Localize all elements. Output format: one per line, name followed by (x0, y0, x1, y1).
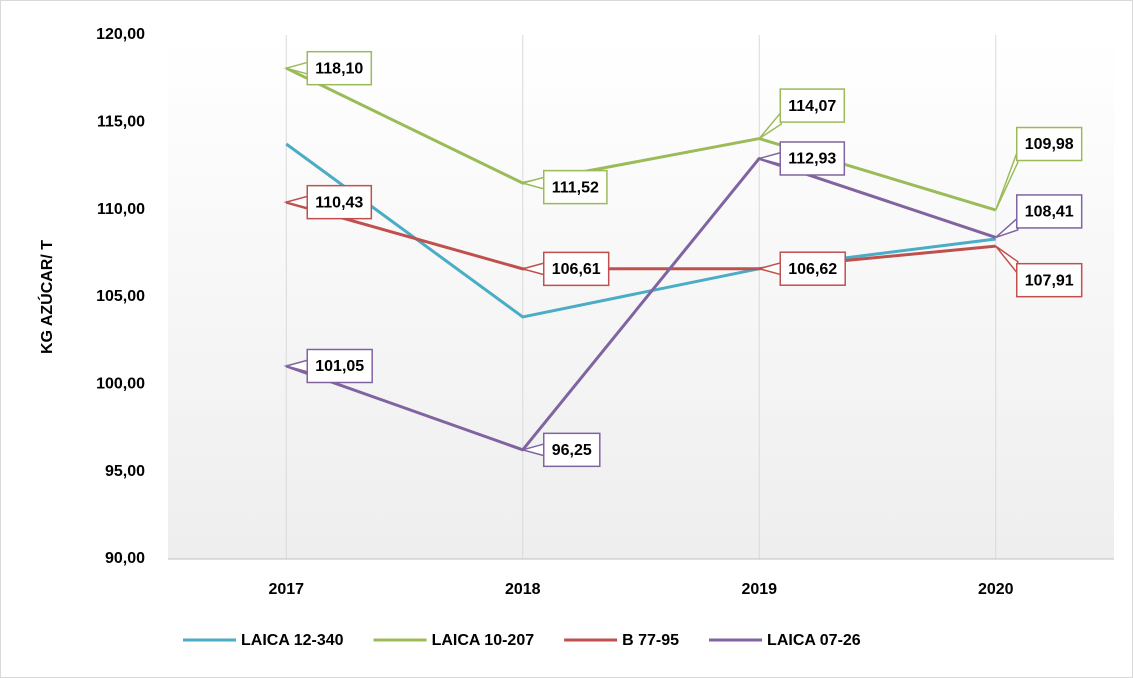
data-label: 107,91 (1025, 272, 1074, 289)
data-callout: 112,93 (756, 141, 846, 176)
x-tick-label: 2020 (978, 581, 1014, 598)
data-callout: 106,61 (519, 251, 610, 287)
data-label: 114,07 (788, 98, 836, 115)
callout-box (543, 251, 610, 287)
series-line (285, 142, 996, 319)
legend-label: LAICA 07-26 (767, 632, 861, 649)
data-callout: 108,41 (995, 194, 1083, 239)
y-tick-label: 95,00 (105, 463, 145, 480)
data-callout: 109,98 (995, 126, 1083, 211)
callout-box (1016, 262, 1083, 298)
callout-box (543, 169, 608, 205)
data-label: 111,52 (552, 179, 599, 196)
callout-box (1016, 126, 1083, 162)
legend-label: B 77-95 (622, 632, 679, 649)
series-line (285, 200, 996, 271)
y-tick-label: 120,00 (96, 26, 145, 43)
data-label: 109,98 (1025, 136, 1074, 153)
data-label: 108,41 (1025, 204, 1074, 221)
callout-box (779, 251, 846, 286)
y-tick-label: 115,00 (97, 114, 145, 131)
callout-box (1016, 194, 1083, 229)
data-callout: 106,62 (756, 251, 846, 286)
data-callout: 107,91 (995, 245, 1083, 298)
x-tick-label: 2018 (505, 581, 541, 598)
data-callout: 101,05 (283, 348, 373, 384)
callout-box (306, 50, 373, 86)
y-axis-title: KG AZÚCAR/ T (37, 240, 56, 354)
callout-box (306, 348, 373, 384)
data-label: 106,61 (552, 261, 601, 278)
data-label: 118,10 (315, 60, 363, 77)
x-tick-label: 2017 (268, 581, 304, 598)
y-tick-label: 90,00 (105, 550, 145, 567)
data-label: 106,62 (788, 261, 837, 278)
data-callout: 111,52 (519, 169, 608, 205)
callout-box (779, 88, 846, 123)
data-callout: 118,10 (283, 50, 373, 86)
callout-box (306, 184, 373, 220)
legend-label: LAICA 12-340 (241, 632, 344, 649)
data-label: 112,93 (788, 151, 836, 168)
y-tick-label: 110,00 (97, 201, 145, 218)
series-line (285, 66, 997, 212)
data-callout: 96,25 (519, 432, 601, 468)
x-tick-label: 2019 (741, 581, 777, 598)
y-tick-label: 100,00 (96, 376, 145, 393)
callout-box (543, 432, 601, 468)
data-label: 110,43 (315, 194, 363, 211)
data-label: 101,05 (315, 358, 364, 375)
plot-area (168, 35, 1114, 559)
callout-box (779, 141, 846, 176)
legend-label: LAICA 10-207 (432, 632, 535, 649)
data-callout: 114,07 (758, 88, 846, 140)
y-tick-label: 105,00 (96, 288, 145, 305)
data-callout: 110,43 (283, 184, 373, 220)
data-label: 96,25 (552, 442, 592, 459)
series-line (285, 156, 997, 452)
